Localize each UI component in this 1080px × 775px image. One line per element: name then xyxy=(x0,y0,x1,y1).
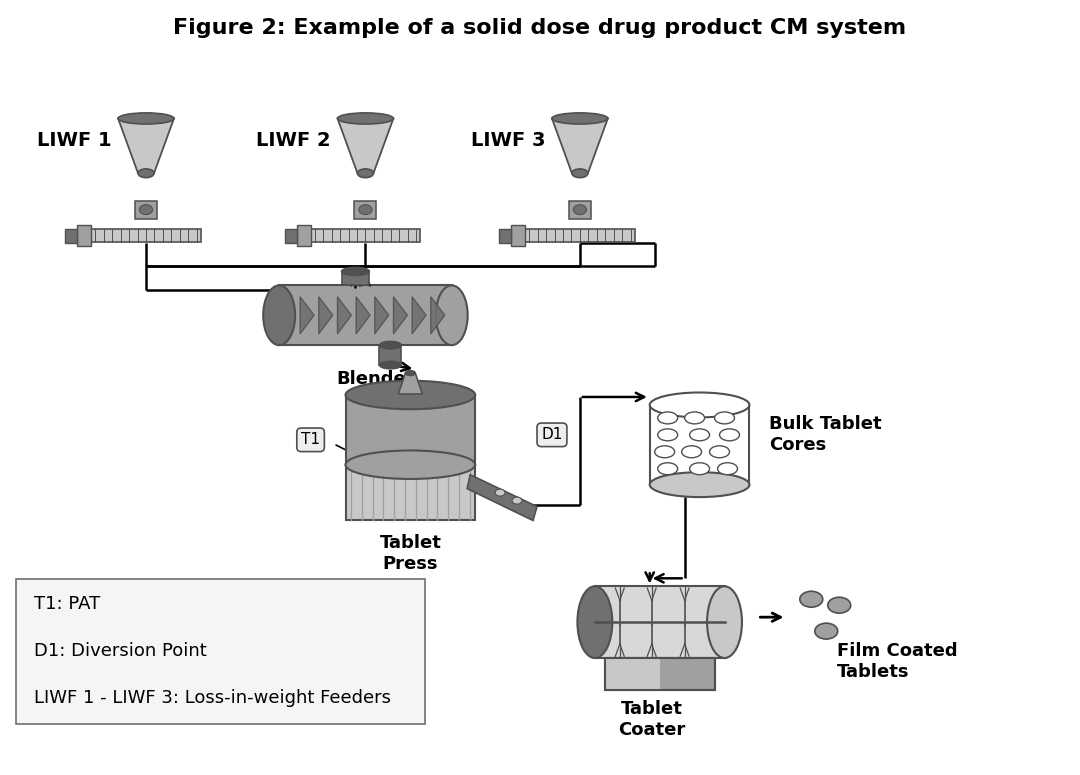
FancyBboxPatch shape xyxy=(569,201,591,219)
FancyBboxPatch shape xyxy=(605,658,715,690)
Text: Tablet
Coater: Tablet Coater xyxy=(618,700,686,739)
Ellipse shape xyxy=(715,412,734,424)
Ellipse shape xyxy=(650,392,750,418)
FancyBboxPatch shape xyxy=(346,465,475,519)
Ellipse shape xyxy=(719,429,740,441)
Ellipse shape xyxy=(827,598,851,613)
Text: Figure 2: Example of a solid dose drug product CM system: Figure 2: Example of a solid dose drug p… xyxy=(174,19,906,38)
Text: D1: Diversion Point: D1: Diversion Point xyxy=(35,642,207,660)
Polygon shape xyxy=(468,474,537,521)
Ellipse shape xyxy=(681,446,702,458)
FancyBboxPatch shape xyxy=(77,225,91,246)
Text: LIWF 2: LIWF 2 xyxy=(256,132,330,150)
Ellipse shape xyxy=(357,169,374,177)
FancyBboxPatch shape xyxy=(346,395,475,465)
Ellipse shape xyxy=(138,169,154,177)
Ellipse shape xyxy=(572,169,588,177)
Text: D1: D1 xyxy=(541,427,563,443)
Ellipse shape xyxy=(650,472,750,497)
FancyBboxPatch shape xyxy=(65,229,77,243)
FancyBboxPatch shape xyxy=(605,658,660,690)
Text: LIWF 1 - LIWF 3: Loss-in-weight Feeders: LIWF 1 - LIWF 3: Loss-in-weight Feeders xyxy=(35,689,391,707)
FancyBboxPatch shape xyxy=(525,229,635,242)
Polygon shape xyxy=(399,373,422,394)
FancyBboxPatch shape xyxy=(511,225,525,246)
Ellipse shape xyxy=(379,361,402,369)
Text: T1: PAT: T1: PAT xyxy=(35,595,100,613)
Ellipse shape xyxy=(685,412,704,424)
Text: Blender: Blender xyxy=(336,370,415,388)
Ellipse shape xyxy=(573,205,586,215)
Ellipse shape xyxy=(717,463,738,474)
Ellipse shape xyxy=(800,591,823,607)
Ellipse shape xyxy=(552,113,608,124)
Ellipse shape xyxy=(379,341,402,349)
FancyBboxPatch shape xyxy=(499,229,511,243)
Polygon shape xyxy=(375,297,389,334)
Ellipse shape xyxy=(512,497,522,504)
FancyBboxPatch shape xyxy=(311,229,420,242)
Ellipse shape xyxy=(264,285,295,345)
Ellipse shape xyxy=(495,489,505,496)
Ellipse shape xyxy=(658,412,677,424)
Ellipse shape xyxy=(707,586,742,658)
Text: LIWF 3: LIWF 3 xyxy=(471,132,545,150)
Ellipse shape xyxy=(346,450,475,479)
Text: LIWF 1: LIWF 1 xyxy=(37,132,111,150)
FancyBboxPatch shape xyxy=(135,201,157,219)
FancyBboxPatch shape xyxy=(341,271,369,285)
Ellipse shape xyxy=(139,205,152,215)
Ellipse shape xyxy=(658,463,677,474)
Polygon shape xyxy=(338,119,393,174)
Polygon shape xyxy=(552,119,608,174)
Polygon shape xyxy=(118,119,174,174)
Text: Film Coated
Tablets: Film Coated Tablets xyxy=(837,642,958,681)
Polygon shape xyxy=(300,297,314,334)
Ellipse shape xyxy=(578,586,612,658)
FancyBboxPatch shape xyxy=(297,225,311,246)
Ellipse shape xyxy=(690,429,710,441)
FancyBboxPatch shape xyxy=(279,285,451,345)
FancyBboxPatch shape xyxy=(595,586,725,658)
Ellipse shape xyxy=(654,446,675,458)
Polygon shape xyxy=(356,297,370,334)
Ellipse shape xyxy=(338,113,393,124)
Polygon shape xyxy=(413,297,427,334)
Ellipse shape xyxy=(346,381,475,409)
Ellipse shape xyxy=(359,205,372,215)
Polygon shape xyxy=(393,297,407,334)
FancyBboxPatch shape xyxy=(285,229,297,243)
Polygon shape xyxy=(337,297,351,334)
Ellipse shape xyxy=(690,463,710,474)
Polygon shape xyxy=(319,297,333,334)
Ellipse shape xyxy=(341,267,369,276)
Text: Bulk Tablet
Cores: Bulk Tablet Cores xyxy=(769,415,882,454)
Ellipse shape xyxy=(118,113,174,124)
Ellipse shape xyxy=(710,446,729,458)
FancyBboxPatch shape xyxy=(354,201,377,219)
Polygon shape xyxy=(431,297,445,334)
FancyBboxPatch shape xyxy=(379,345,402,365)
Ellipse shape xyxy=(435,285,468,345)
Ellipse shape xyxy=(814,623,838,639)
FancyBboxPatch shape xyxy=(650,405,750,484)
FancyBboxPatch shape xyxy=(16,579,426,724)
Text: T1: T1 xyxy=(301,432,320,447)
FancyBboxPatch shape xyxy=(91,229,201,242)
Ellipse shape xyxy=(405,370,416,376)
Ellipse shape xyxy=(658,429,677,441)
Text: Tablet
Press: Tablet Press xyxy=(379,535,442,574)
